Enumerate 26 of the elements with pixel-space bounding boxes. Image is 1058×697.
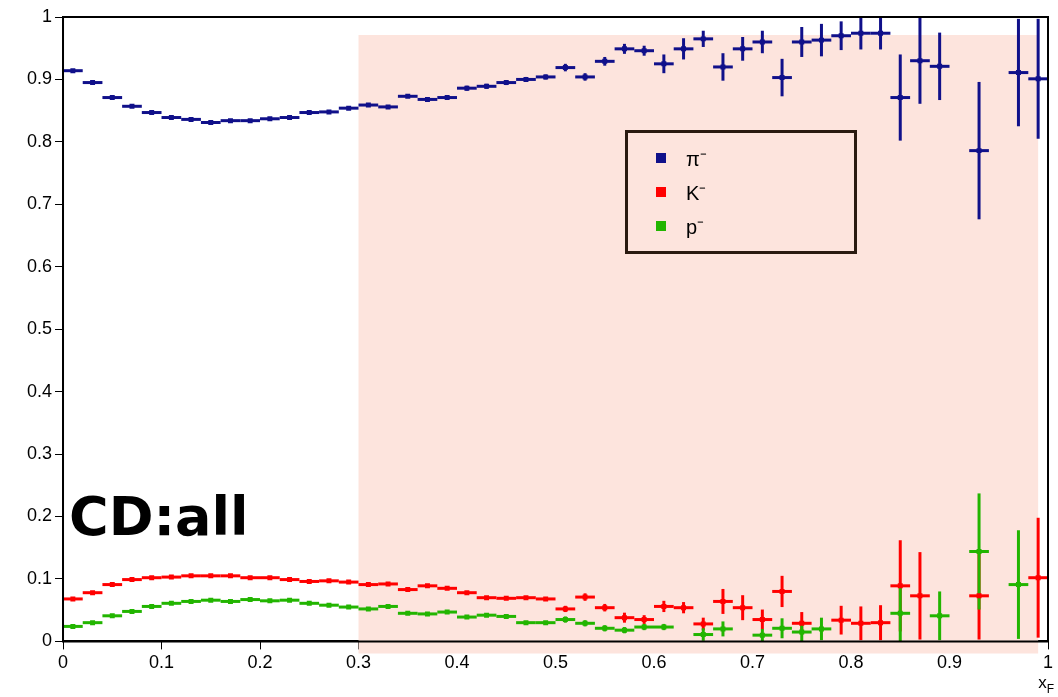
y-tick-label: 0.7 [26,193,53,214]
y-tick-label: 0.6 [26,255,53,276]
x-tick-label: 0.8 [838,652,864,673]
x-tick-label: 0.3 [346,652,372,673]
legend-label: K⁻ [686,180,707,206]
legend-label: π⁻ [686,146,707,172]
x-tick-label: 0.2 [247,652,273,673]
x-tick-label: 0.6 [641,652,667,673]
y-tick-label: 0.8 [26,130,53,151]
legend-label: p⁻ [686,214,705,240]
x-tick-label: 0.4 [444,652,470,673]
x-tick-label: 1 [1042,652,1054,673]
y-tick-label: 0.4 [26,380,53,401]
y-tick-label: 0 [42,630,53,651]
y-tick-label: 0.2 [26,505,53,526]
annotation: CD:all [69,484,249,548]
y-tick-label: 1 [42,5,53,26]
x-tick-label: 0.9 [936,652,963,673]
y-tick-label: 0.9 [26,68,53,89]
x-tick-label: 0.1 [149,652,175,673]
y-tick-label: 0.1 [26,567,53,588]
x-tick-label: 0.7 [739,652,766,673]
y-tick-label: 0.3 [26,443,53,464]
y-tick-label: 0.5 [26,318,53,339]
x-tick-label: 0.5 [543,652,569,673]
x-tick-label: 0 [58,652,69,673]
